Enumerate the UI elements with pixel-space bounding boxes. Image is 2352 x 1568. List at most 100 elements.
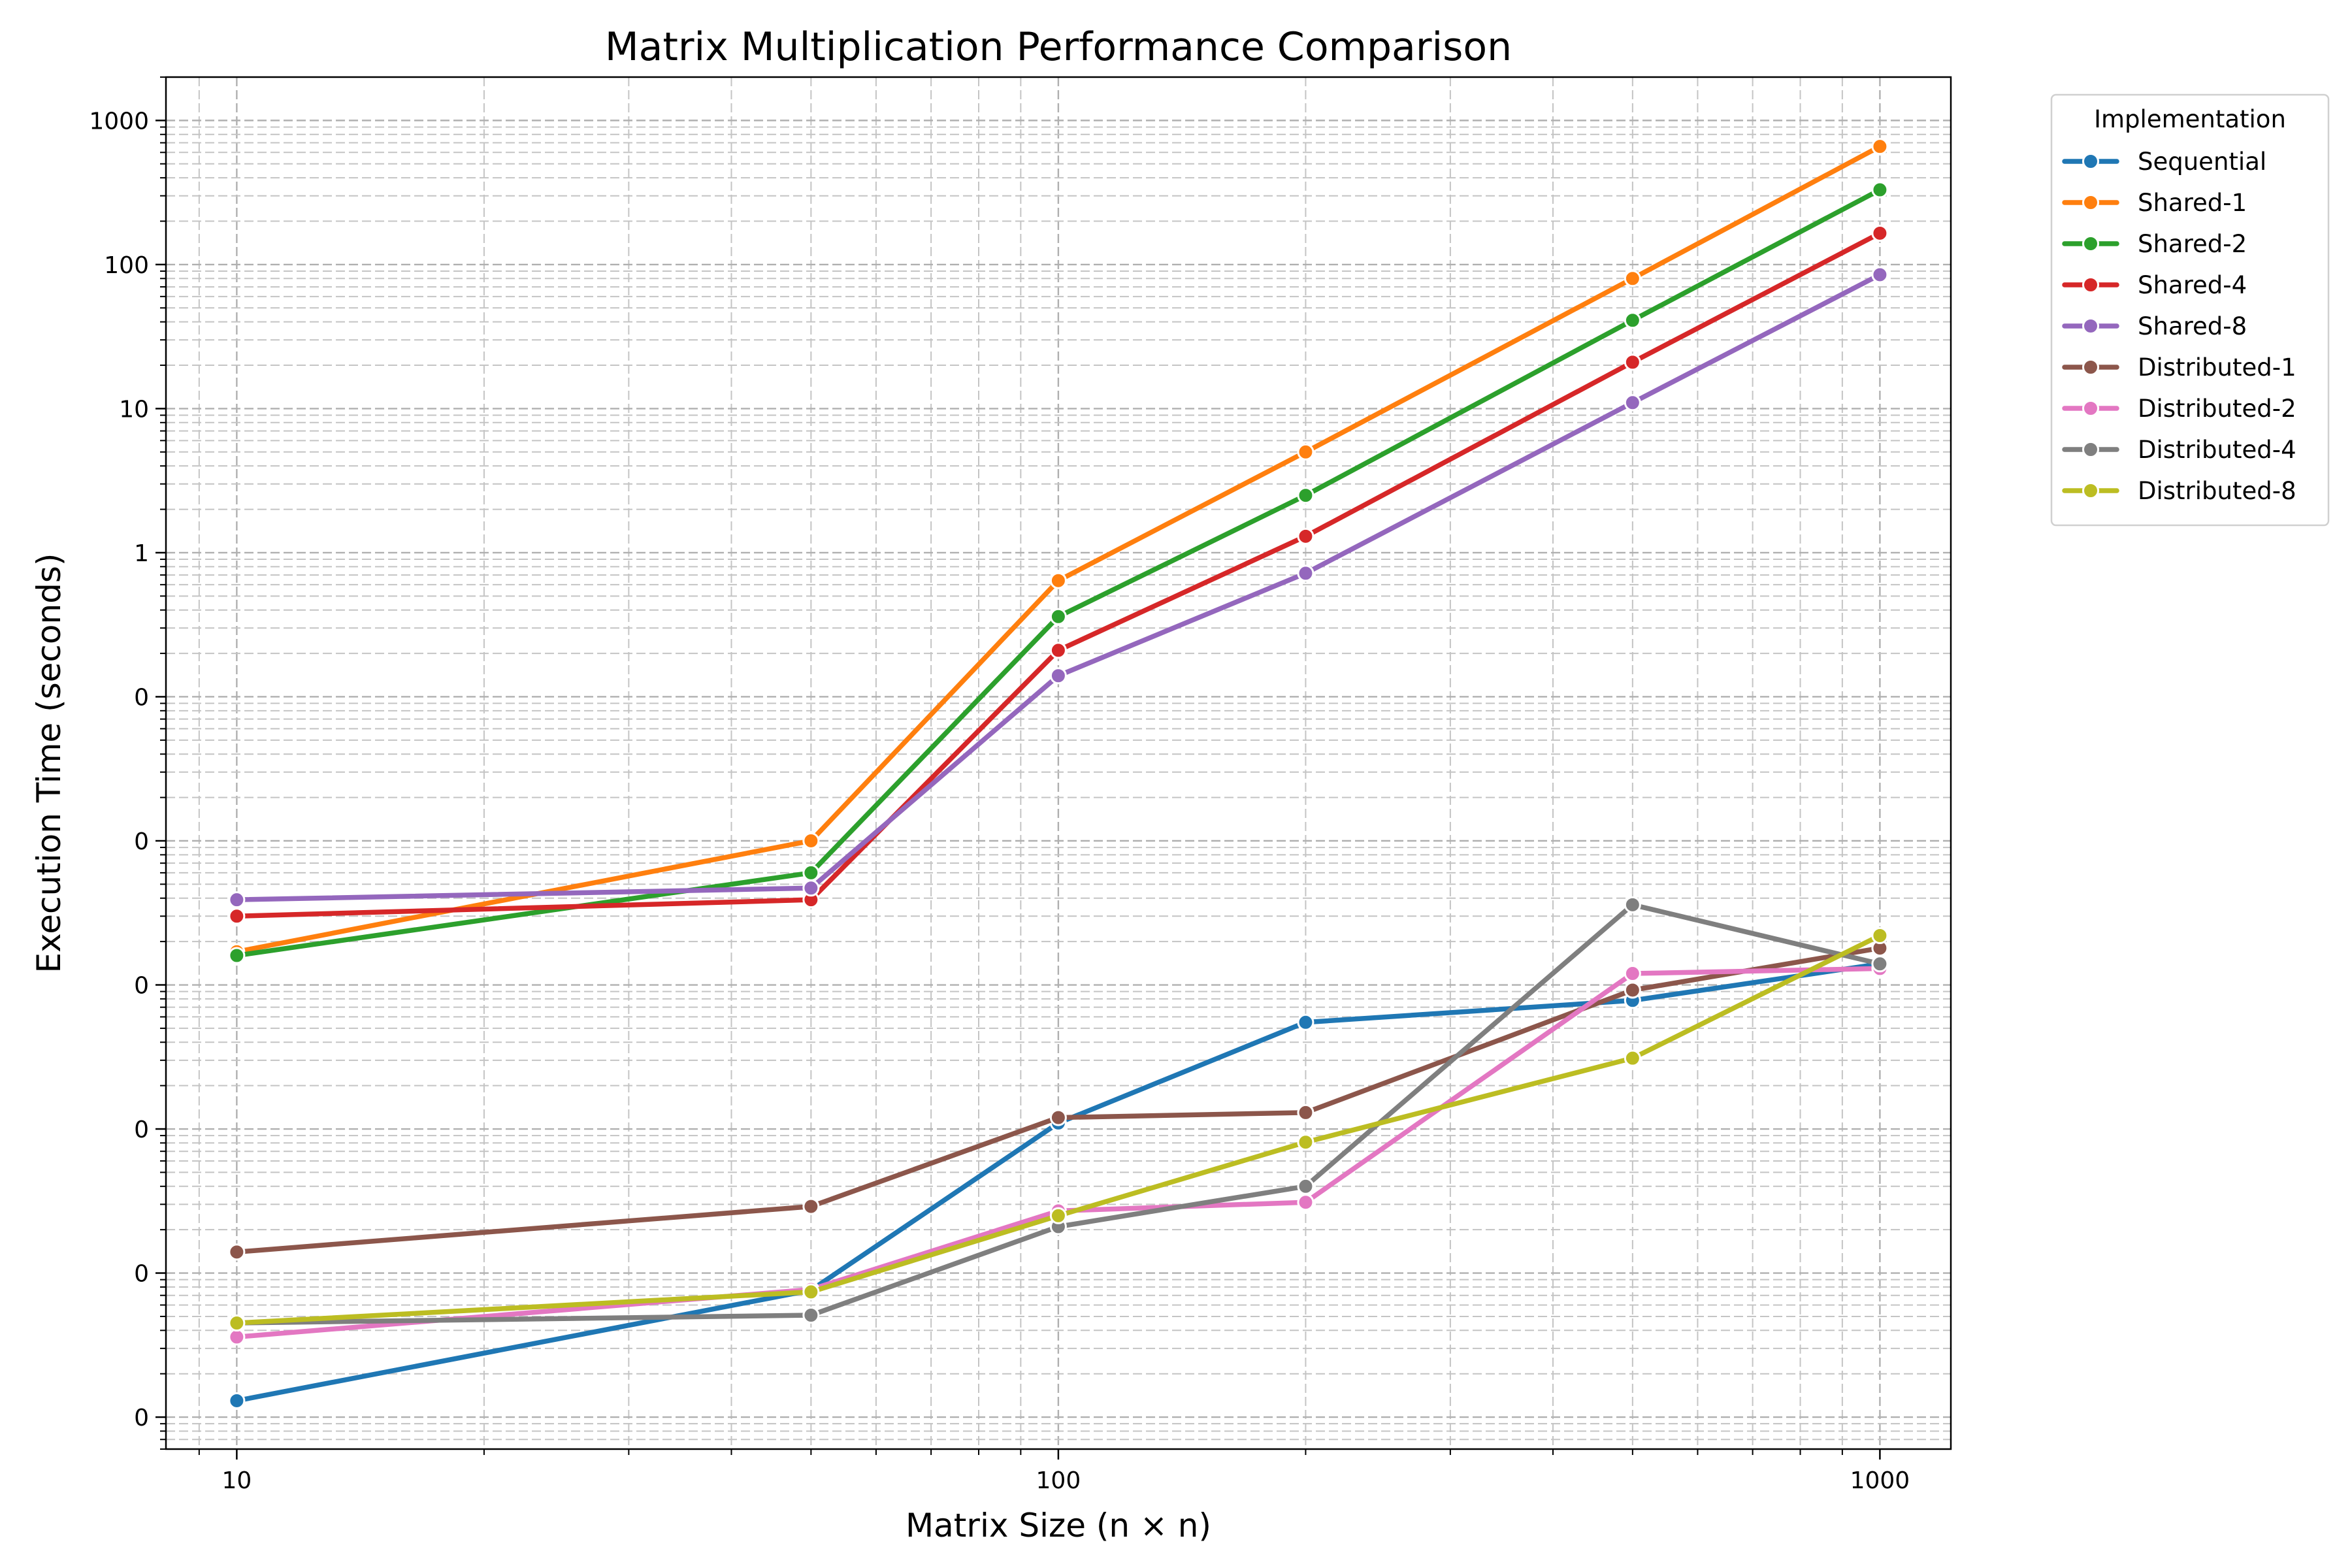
legend-item-shared-1: Shared-1 [2062,189,2247,217]
legend-label: Distributed-1 [2138,353,2296,382]
y-tick-label: 0 [134,973,149,1000]
series-distributed-8 [228,927,1889,1332]
legend-label: Distributed-2 [2138,395,2296,423]
legend-label: Distributed-8 [2138,477,2296,505]
data-point-distributed-4 [1297,1177,1315,1195]
data-point-shared-2 [1871,181,1889,199]
legend-label: Shared-2 [2138,230,2247,258]
y-axis: 0 0 0 0 0 0 1 10 100 1000 [89,76,166,1450]
legend: Implementation Sequential Shared-1 Shared-… [2050,93,2330,527]
y-tick-label: 1 [134,540,149,567]
legend-label: Shared-8 [2138,312,2247,340]
data-point-shared-4 [1871,224,1889,242]
data-point-sequential [228,1392,246,1409]
data-point-shared-8 [228,891,246,909]
data-point-distributed-1 [1624,981,1641,999]
series-line-shared-2 [234,187,1883,958]
data-point-distributed-8 [1297,1134,1315,1151]
legend-swatch-marker [2082,400,2099,417]
data-point-distributed-1 [1297,1103,1315,1121]
data-point-shared-2 [1624,312,1641,329]
chart-title: Matrix Multiplication Performance Compar… [605,24,1512,70]
data-point-shared-4 [1624,353,1641,371]
data-point-sequential [1297,1013,1315,1031]
y-tick-label: 0 [134,1261,149,1288]
data-point-distributed-1 [1049,1109,1067,1126]
series-shared-2 [228,181,1889,964]
data-point-shared-2 [1297,487,1315,504]
series-group [228,138,1889,1409]
legend-swatch-marker [2082,194,2099,211]
data-point-shared-8 [1871,266,1889,284]
legend-item-shared-8: Shared-8 [2062,312,2247,340]
y-tick-label: 0 [134,1117,149,1143]
series-line-distributed-8 [234,933,1883,1326]
data-point-distributed-8 [228,1315,246,1332]
series-line-shared-4 [234,231,1883,919]
y-tick-label: 10 [119,396,149,423]
legend-item-shared-2: Shared-2 [2062,230,2247,258]
legend-swatch-marker [2082,153,2099,170]
series-line-distributed-4 [234,902,1883,1326]
data-point-distributed-2 [228,1328,246,1346]
y-tick-label: 1000 [89,108,149,135]
data-point-shared-1 [1049,572,1067,589]
legend-item-sequential: Sequential [2062,148,2266,176]
data-point-distributed-1 [802,1198,820,1215]
y-tick-label: 100 [104,252,149,279]
legend-label: Shared-1 [2138,189,2247,217]
legend-swatch-marker [2082,235,2099,252]
series-line-shared-8 [234,272,1883,902]
data-point-shared-2 [1049,608,1067,625]
series-line-sequential [234,961,1883,1403]
x-axis: 10 100 1000 [198,1449,1910,1494]
data-point-distributed-8 [1049,1207,1067,1224]
legend-swatch-marker [2082,482,2099,499]
data-point-shared-4 [1049,642,1067,659]
legend-item-distributed-8: Distributed-8 [2062,477,2296,505]
data-point-shared-1 [1624,270,1641,287]
data-point-distributed-1 [228,1243,246,1261]
x-axis-label: Matrix Size (n × n) [906,1507,1211,1544]
legend-swatch-marker [2082,276,2099,293]
data-point-shared-8 [1297,564,1315,582]
data-point-shared-2 [228,947,246,964]
data-point-shared-4 [228,907,246,925]
data-point-distributed-8 [1624,1049,1641,1067]
data-point-shared-2 [802,864,820,881]
y-tick-label: 0 [134,828,149,855]
data-point-distributed-4 [802,1307,820,1324]
series-shared-8 [228,266,1889,909]
x-tick-label: 10 [221,1467,252,1494]
data-point-distributed-8 [1871,927,1889,945]
legend-item-distributed-4: Distributed-4 [2062,436,2296,464]
data-point-shared-1 [1871,138,1889,155]
legend-box [2050,93,2330,527]
grid [166,76,1951,1450]
series-line-shared-1 [234,144,1883,955]
legend-title: Implementation [2094,105,2286,133]
legend-item-shared-4: Shared-4 [2062,271,2247,299]
plot-area: 10 100 1000 0 0 0 0 0 0 1 10 100 1000 [89,76,1952,1494]
legend-swatch-marker [2082,318,2099,335]
data-point-distributed-2 [1624,965,1641,983]
data-point-shared-8 [802,879,820,897]
data-point-shared-8 [1624,394,1641,412]
y-axis-label: Execution Time (seconds) [30,553,68,973]
x-tick-label: 100 [1036,1467,1081,1494]
data-point-distributed-2 [1297,1194,1315,1211]
series-distributed-1 [228,939,1889,1261]
data-point-distributed-4 [1871,955,1889,973]
legend-item-distributed-2: Distributed-2 [2062,395,2296,423]
legend-item-distributed-1: Distributed-1 [2062,353,2296,382]
y-tick-label: 0 [134,1405,149,1431]
y-tick-label: 0 [134,684,149,711]
series-shared-4 [228,224,1889,925]
legend-swatch-marker [2082,359,2099,376]
legend-label: Sequential [2138,148,2266,176]
legend-label: Shared-4 [2138,271,2247,299]
data-point-shared-1 [1297,443,1315,461]
data-point-shared-1 [802,832,820,849]
x-tick-label: 1000 [1850,1467,1910,1494]
